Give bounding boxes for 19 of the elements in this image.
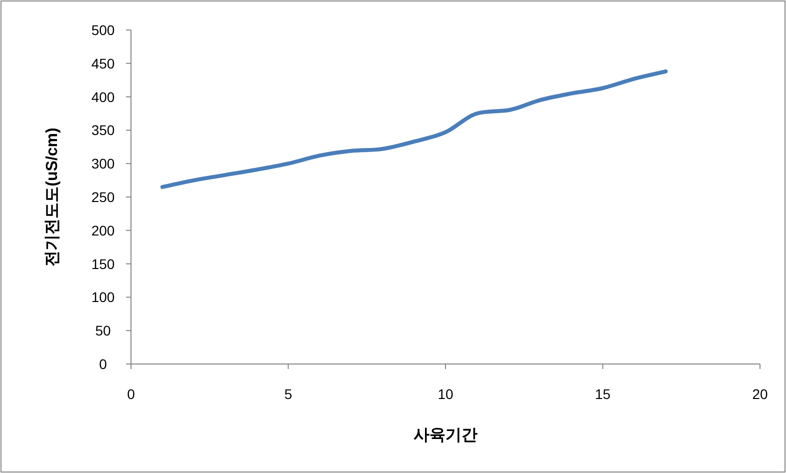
x-tick-label: 15	[594, 386, 611, 402]
x-tick-label: 0	[127, 386, 136, 402]
y-tick-label: 100	[91, 289, 115, 306]
x-tick-label: 5	[284, 386, 292, 402]
y-tick-label: 400	[91, 88, 115, 105]
x-axis-title: 사육기간	[414, 427, 478, 444]
y-tick-label: 200	[91, 222, 115, 238]
y-tick-label: 250	[91, 189, 115, 205]
y-tick-label: 350	[91, 122, 115, 138]
y-tick-label: 300	[91, 156, 115, 172]
y-tick-label: 150	[91, 256, 115, 272]
y-axis-title: 전기전도도(uS/cm)	[44, 128, 61, 266]
y-tick-label: 500	[91, 22, 115, 38]
x-tick-label: 10	[438, 386, 454, 402]
line-series	[160, 69, 668, 189]
x-tick-label: 20	[752, 386, 768, 402]
y-tick-label: 50	[95, 322, 111, 339]
y-tick-label: 0	[99, 356, 108, 372]
y-tick-label: 450	[91, 55, 115, 72]
